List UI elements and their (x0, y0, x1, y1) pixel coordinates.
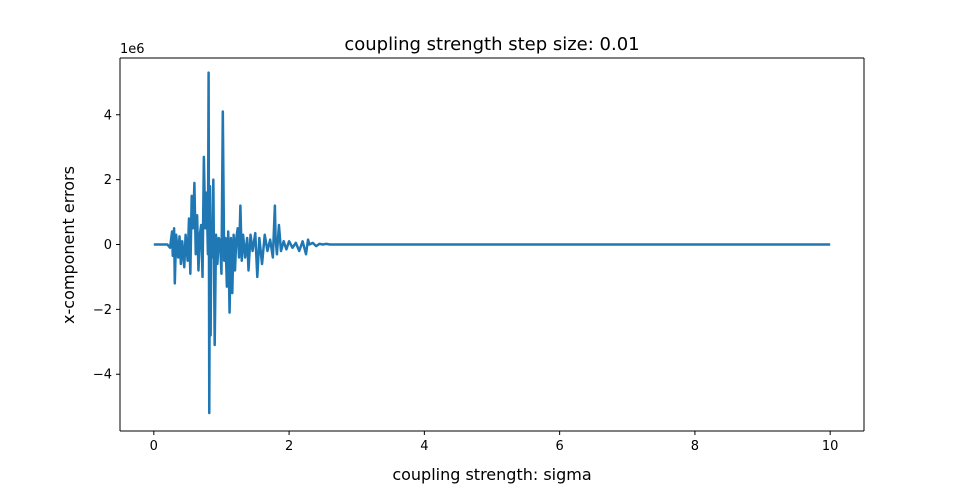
y-tick-label: −2 (93, 303, 112, 318)
x-tick-label: 0 (150, 439, 158, 454)
series-line-1 (153, 71, 831, 415)
y-tick-label: −4 (93, 368, 112, 383)
x-tick-label: 4 (420, 439, 428, 454)
x-tick-label: 6 (555, 439, 563, 454)
y-tick-label: 2 (104, 173, 112, 188)
y-offset-label: 1e6 (120, 42, 145, 57)
x-tick-label: 10 (822, 439, 839, 454)
y-tick-label: 0 (104, 238, 112, 253)
chart-title: coupling strength step size: 0.01 (344, 34, 639, 55)
x-tick-label: 2 (285, 439, 293, 454)
x-axis-label: coupling strength: sigma (392, 465, 591, 484)
y-axis-label: x-component errors (59, 166, 78, 324)
plot-area: 0 2 4 6 8 10 −4 −2 0 2 4 (93, 57, 865, 454)
x-tick-label: 8 (691, 439, 699, 454)
y-tick-label: 4 (104, 108, 112, 123)
